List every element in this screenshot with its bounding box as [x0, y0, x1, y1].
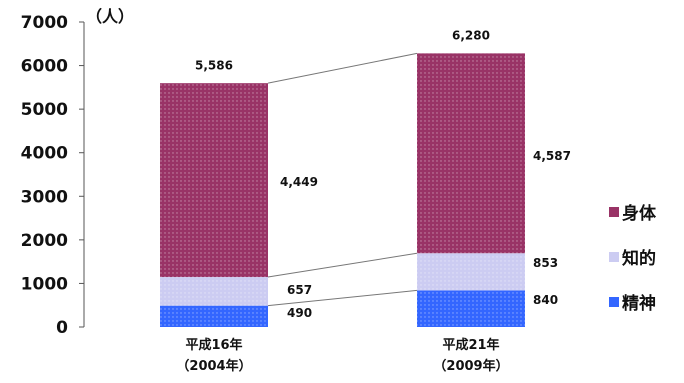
y-tick-label: 7000	[21, 13, 68, 33]
y-tick-label: 6000	[21, 57, 68, 77]
y-tick-label: 4000	[21, 144, 68, 164]
data-label-知的: 853	[533, 256, 558, 270]
bar-segment-texture	[160, 305, 268, 327]
legend-label: 精神	[622, 293, 656, 314]
category-label: 平成21年	[442, 337, 499, 353]
y-axis: 0 1000 2000 3000 4000 5000 6000 7000	[21, 13, 85, 338]
category-label: （2004年）	[176, 358, 251, 374]
data-label-精神: 840	[533, 293, 558, 307]
bar-segment-texture	[417, 253, 525, 291]
bar-segment-texture	[160, 277, 268, 306]
bar-segment-texture	[417, 290, 525, 327]
y-tick-label: 0	[56, 318, 68, 338]
data-label-身体: 4,449	[280, 175, 318, 189]
data-labels: 490 840 657 853 4,449 4,587 5,586 6,280	[195, 28, 571, 320]
category-label: 平成16年	[185, 337, 242, 353]
connector-line	[267, 252, 418, 278]
legend-swatch	[609, 207, 619, 217]
bar-segment-texture	[160, 83, 268, 278]
category-label: （2009年）	[433, 358, 508, 374]
legend-label: 知的	[621, 248, 656, 269]
y-tick-label: 1000	[21, 274, 68, 294]
legend-swatch	[609, 252, 619, 262]
bars	[160, 53, 525, 327]
legend-label: 身体	[622, 203, 657, 224]
total-label: 6,280	[452, 28, 490, 42]
data-label-精神: 490	[287, 306, 312, 320]
data-label-身体: 4,587	[533, 149, 571, 163]
y-tick-label: 3000	[21, 187, 68, 207]
legend-swatch	[609, 297, 619, 307]
connector-line	[267, 52, 418, 84]
data-label-知的: 657	[287, 283, 312, 297]
connector-lines	[267, 52, 418, 307]
bar-segment-texture	[417, 53, 525, 254]
y-tick-label: 5000	[21, 100, 68, 120]
x-axis-categories: 平成16年 （2004年） 平成21年 （2009年）	[176, 337, 508, 374]
connector-line	[267, 289, 418, 307]
y-axis-unit: （人）	[86, 7, 134, 26]
y-tick-label: 2000	[21, 231, 68, 251]
total-label: 5,586	[195, 59, 233, 73]
